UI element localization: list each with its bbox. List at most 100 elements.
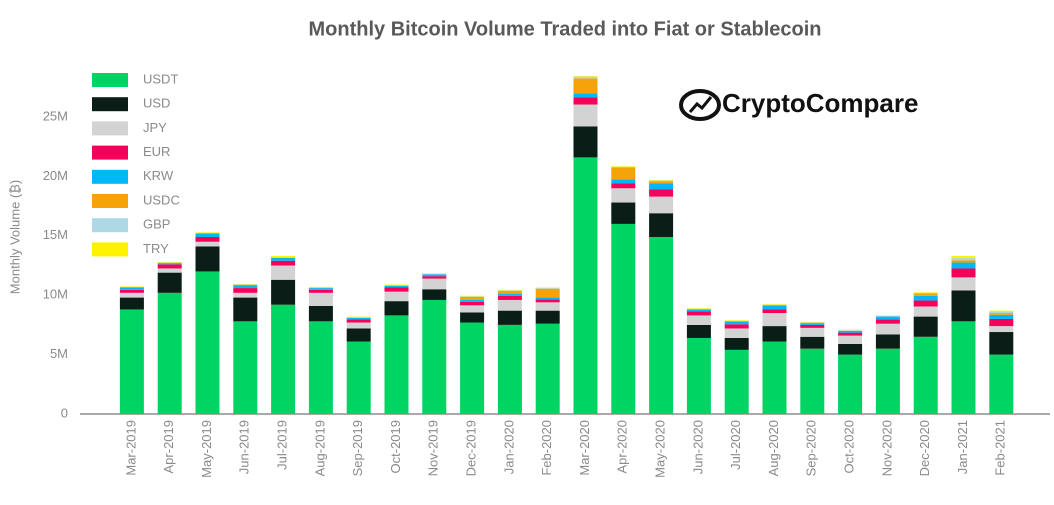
bar-segment — [913, 293, 938, 296]
bar-segment — [611, 167, 636, 180]
bar-segment — [951, 257, 976, 261]
bar-segment — [573, 76, 598, 79]
y-tick-label: 0 — [61, 405, 68, 420]
bar-segment — [119, 309, 144, 414]
bar-segment — [800, 323, 825, 325]
bar-segment — [762, 305, 787, 310]
x-tick-label: Sep-2019 — [350, 420, 365, 476]
y-tick-label: 15M — [43, 227, 68, 242]
bar-segment — [233, 292, 258, 298]
bar-segment — [573, 104, 598, 127]
bar-segment — [195, 246, 220, 272]
bar-segment — [875, 319, 900, 324]
chart-title: Monthly Bitcoin Volume Traded into Fiat … — [309, 18, 822, 40]
bar-segment — [875, 348, 900, 414]
x-tick-label: Jan-2020 — [501, 420, 516, 474]
bar-segment — [346, 341, 371, 414]
x-tick-label: Mar-2019 — [123, 420, 138, 476]
logo-icon — [679, 89, 721, 121]
bar-segment — [195, 236, 220, 242]
bar-segment — [308, 289, 333, 293]
bar-segment — [535, 310, 560, 324]
bar-segment — [686, 309, 711, 312]
legend-label: USD — [143, 96, 170, 111]
bar-segment — [989, 310, 1014, 312]
bar-segment — [989, 313, 1014, 315]
y-axis-label: Monthly Volume (₿) — [7, 180, 22, 294]
legend-swatch — [92, 218, 128, 233]
bar-segment — [649, 236, 674, 414]
bar-segment — [951, 277, 976, 291]
bar-segment — [119, 286, 144, 288]
bar-segment — [384, 284, 409, 286]
legend-swatch — [92, 169, 128, 184]
y-tick-label: 25M — [43, 108, 68, 123]
bar-segment — [573, 78, 598, 94]
bar-segment — [989, 314, 1014, 319]
bar-segment — [913, 316, 938, 337]
bar-segment — [308, 288, 333, 290]
logo-text: CryptoCompare — [722, 88, 918, 118]
bar-segment — [913, 292, 938, 293]
bar-segment — [195, 232, 220, 234]
bar-segment — [573, 97, 598, 105]
bar-segment — [686, 337, 711, 414]
bar-segment — [422, 278, 447, 290]
bar-segment — [800, 322, 825, 324]
bar-segment — [800, 336, 825, 349]
x-tick-label: Jan-2021 — [955, 420, 970, 474]
bar-segment — [308, 292, 333, 306]
bar-segment — [157, 272, 182, 293]
legend-label: TRY — [143, 241, 169, 256]
bar-segment — [649, 180, 674, 182]
bar-segment — [497, 291, 522, 295]
bar-segment — [875, 323, 900, 335]
bar-segment — [951, 255, 976, 258]
x-tick-label: May-2020 — [653, 420, 668, 478]
bar-segment — [838, 330, 863, 331]
bar-segment — [195, 233, 220, 237]
bar-segment — [535, 288, 560, 298]
bar-segment — [346, 322, 371, 329]
x-tick-label: Dec-2020 — [917, 420, 932, 476]
bar-segment — [195, 232, 220, 233]
bar-segment — [460, 296, 485, 297]
bar-segment — [119, 297, 144, 310]
bar-segment — [308, 321, 333, 414]
bar-segment — [271, 257, 296, 258]
x-tick-label: Oct-2019 — [388, 420, 403, 473]
bar-segment — [460, 295, 485, 297]
bar-segment — [271, 260, 296, 266]
bar-segment — [611, 166, 636, 168]
bar-segment — [271, 304, 296, 414]
bar-segment — [724, 321, 749, 325]
bar-segment — [611, 188, 636, 203]
bar-segment — [308, 305, 333, 322]
bar-segment — [535, 288, 560, 289]
bar-segment — [686, 308, 711, 310]
bar-segment — [875, 334, 900, 349]
bar-segment — [119, 289, 144, 293]
legend-label: USDC — [143, 192, 180, 207]
y-tick-label: 5M — [50, 346, 68, 361]
bar-segment — [951, 290, 976, 322]
bar-segment — [233, 288, 258, 293]
x-tick-label: Jul-2020 — [728, 420, 743, 470]
bar-segment — [422, 276, 447, 279]
bar-segment — [422, 299, 447, 414]
logo-icon-arrow — [688, 96, 713, 113]
bar-segment — [346, 328, 371, 342]
bar-segment — [195, 241, 220, 247]
bar-segment — [460, 299, 485, 302]
y-tick-label: 20M — [43, 168, 68, 183]
bar-segment — [308, 286, 333, 288]
x-tick-label: Jun-2020 — [690, 420, 705, 474]
bar-segment — [724, 328, 749, 338]
logo: CryptoCompare — [679, 88, 918, 121]
bar-segment — [838, 343, 863, 355]
bar-segment — [611, 223, 636, 414]
bar-segment — [384, 285, 409, 286]
bar-segment — [346, 316, 371, 318]
legend-swatch — [92, 145, 128, 160]
